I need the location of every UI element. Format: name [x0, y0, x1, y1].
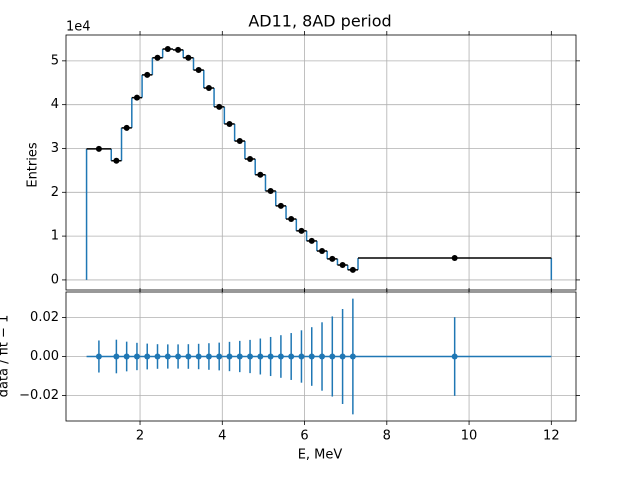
point	[267, 353, 274, 360]
point	[339, 353, 346, 360]
bin-marker	[133, 94, 140, 101]
x-tick-label: 6	[300, 429, 308, 444]
bin-marker	[113, 157, 120, 164]
y-axis-label: Entries	[26, 142, 41, 188]
y-tick-label: 0	[51, 272, 59, 287]
point	[164, 353, 171, 360]
bin-marker	[95, 145, 102, 152]
bin-marker	[319, 248, 326, 255]
y-tick-label: −0.02	[19, 388, 59, 403]
x-tick-label: 12	[543, 429, 560, 444]
x-tick-label: 4	[218, 429, 226, 444]
bin-marker	[185, 54, 192, 61]
point	[226, 353, 233, 360]
bin-marker	[267, 187, 274, 194]
y-tick-label: 5	[51, 53, 59, 68]
bin-marker	[175, 46, 182, 53]
point	[216, 353, 223, 360]
point	[195, 353, 202, 360]
bin-marker	[257, 171, 264, 178]
bin-marker	[339, 262, 346, 269]
bin-marker	[164, 46, 171, 53]
point	[319, 353, 326, 360]
y-tick-label: 2	[51, 185, 59, 200]
y-tick-label: 1	[51, 229, 59, 244]
point	[349, 353, 356, 360]
x-tick-label: 10	[461, 429, 478, 444]
point	[133, 353, 140, 360]
point	[288, 353, 295, 360]
bin-marker	[216, 103, 223, 110]
point	[247, 353, 254, 360]
point	[205, 353, 212, 360]
bin-marker	[308, 237, 315, 244]
x-axis-label: E, MeV	[298, 448, 343, 463]
bin-marker	[205, 85, 212, 92]
point	[277, 353, 284, 360]
x-tick-label: 8	[383, 429, 391, 444]
point	[451, 353, 458, 360]
point	[298, 353, 305, 360]
bin-marker	[329, 255, 336, 262]
bin-marker	[277, 202, 284, 209]
y-tick-label: 0.02	[30, 310, 59, 325]
x-tick-label: 2	[136, 429, 144, 444]
point	[257, 353, 264, 360]
y-axis-label: data / fit − 1	[0, 315, 12, 398]
bin-marker	[247, 155, 254, 162]
point	[308, 353, 315, 360]
bin-marker	[144, 71, 151, 78]
point	[123, 353, 130, 360]
y-tick-label: 3	[51, 141, 59, 156]
bin-marker	[451, 255, 458, 262]
point	[113, 353, 120, 360]
bin-marker	[288, 216, 295, 223]
y-tick-label: 0.00	[30, 349, 59, 364]
point	[95, 353, 102, 360]
bin-marker	[349, 266, 356, 273]
offset-label: 1e4	[66, 20, 91, 35]
point	[175, 353, 182, 360]
point	[154, 353, 161, 360]
point	[329, 353, 336, 360]
bin-marker	[195, 67, 202, 74]
axes-frame	[65, 34, 577, 291]
bin-marker	[298, 227, 305, 234]
axes-frame	[65, 291, 577, 422]
y-tick-label: 4	[51, 97, 59, 112]
chart-title: AD11, 8AD period	[248, 12, 391, 31]
point	[144, 353, 151, 360]
point	[236, 353, 243, 360]
bin-marker	[226, 120, 233, 127]
bin-marker	[236, 138, 243, 145]
bin-marker	[123, 124, 130, 131]
bin-marker	[154, 54, 161, 61]
point	[185, 353, 192, 360]
